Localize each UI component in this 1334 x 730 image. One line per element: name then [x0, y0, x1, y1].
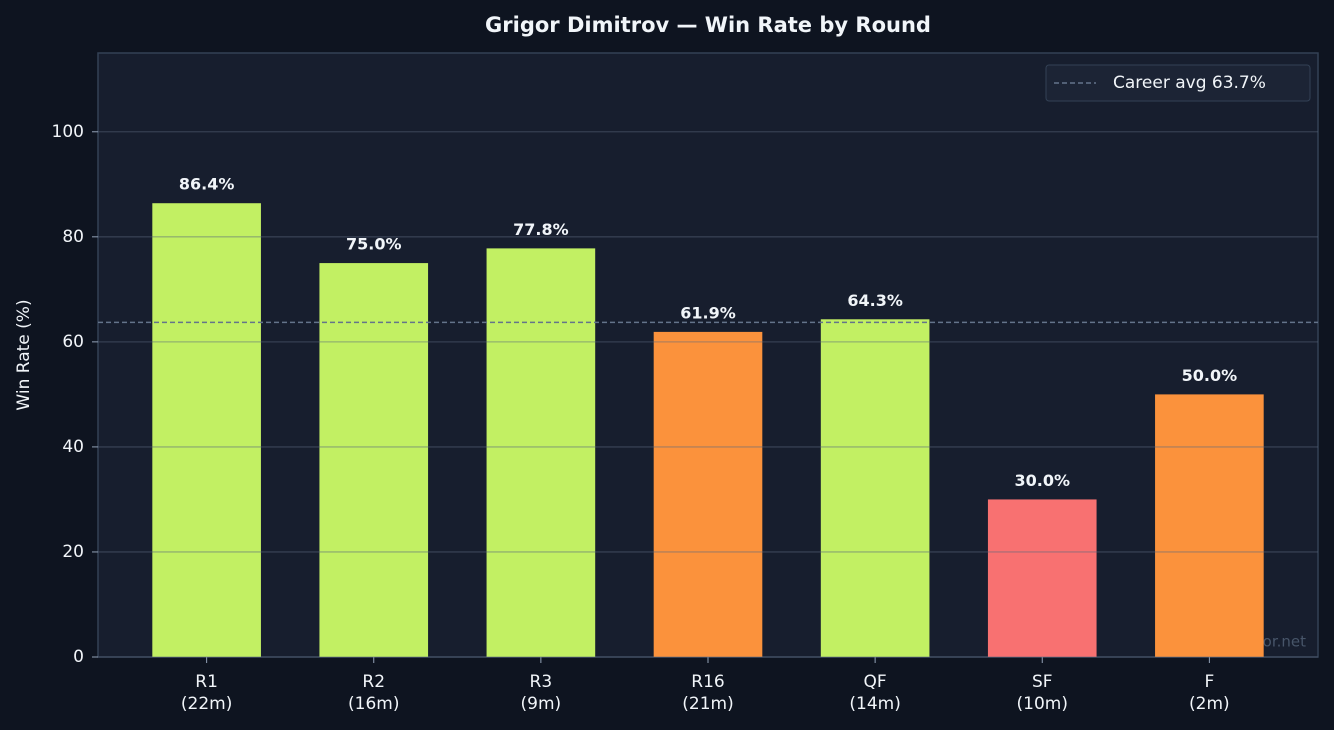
value-label: 30.0% — [1014, 471, 1070, 490]
y-tick-label: 0 — [73, 647, 84, 667]
x-tick-label: SF (10m) — [1017, 672, 1068, 714]
bar — [653, 331, 763, 657]
legend-box — [1045, 64, 1311, 102]
chart-title: Grigor Dimitrov — Win Rate by Round — [485, 13, 931, 37]
bar — [1155, 394, 1264, 657]
value-label: 64.3% — [847, 291, 903, 310]
y-tick-label: 20 — [62, 542, 84, 562]
bar — [486, 248, 596, 658]
value-label: 86.4% — [179, 175, 235, 194]
y-tick-label: 40 — [62, 437, 84, 457]
value-label: 61.9% — [680, 303, 736, 322]
x-tick-label: R2 (16m) — [348, 672, 399, 714]
y-tick-label: 60 — [62, 332, 84, 352]
value-label: 50.0% — [1182, 366, 1238, 385]
x-tick-label: F (2m) — [1189, 672, 1230, 714]
y-tick-label: 100 — [52, 122, 84, 142]
bar — [152, 203, 261, 658]
bar — [319, 263, 429, 657]
y-axis-label: Win Rate (%) — [14, 299, 34, 410]
bar — [820, 319, 930, 657]
x-tick-label: R1 (22m) — [181, 672, 232, 714]
x-tick-label: R3 (9m) — [521, 672, 562, 714]
bar — [987, 499, 1097, 657]
x-tick-label: QF (14m) — [849, 672, 900, 714]
y-tick-label: 80 — [62, 227, 84, 247]
value-label: 75.0% — [346, 235, 402, 254]
x-tick-label: R16 (21m) — [682, 672, 733, 714]
legend-label: Career avg 63.7% — [1113, 73, 1266, 93]
value-label: 77.8% — [513, 220, 569, 239]
